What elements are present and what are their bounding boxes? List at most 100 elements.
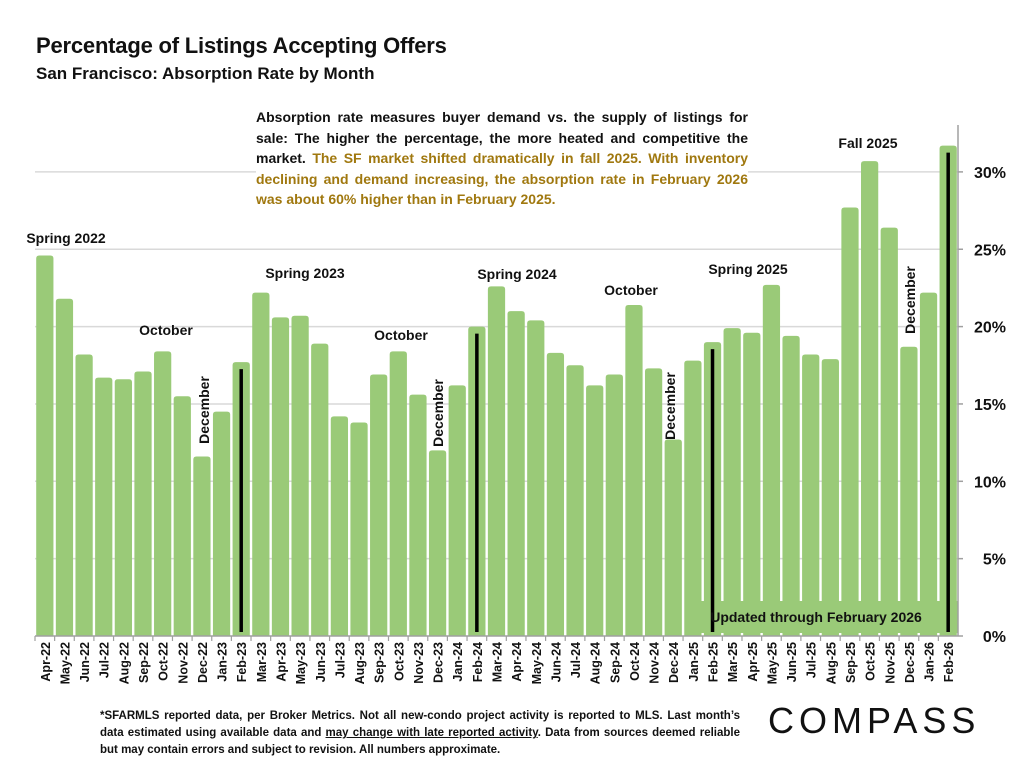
bar-Jun-23 [311, 343, 329, 636]
x-tick-label: Apr-22 [39, 642, 53, 682]
x-tick-label: Sep-25 [844, 642, 858, 683]
bar-Jun-25 [782, 335, 800, 636]
bar-Sep-24 [605, 374, 623, 636]
annotation-label: October [139, 322, 193, 338]
y-tick-label: 25% [974, 242, 1006, 259]
footnote-part2: . Data from sources deemed reliable but … [100, 727, 740, 756]
bar-Jan-26 [919, 292, 938, 636]
x-tick-label: Aug-25 [824, 642, 838, 684]
annotation-label: December [196, 376, 212, 444]
x-tick-label: Apr-23 [274, 642, 288, 682]
bar-Oct-25 [861, 161, 879, 637]
annotation-label: October [604, 282, 658, 298]
explanation-note: Absorption rate measures buyer demand vs… [256, 107, 748, 210]
x-tick-label: Sep-24 [608, 642, 622, 683]
x-tick-label: Jul-22 [98, 642, 112, 678]
bar-Dec-24 [664, 439, 682, 636]
x-tick-label: Aug-23 [353, 642, 367, 684]
bar-May-23 [291, 315, 309, 636]
x-tick-label: Jun-24 [549, 642, 563, 682]
bar-Jul-25 [802, 354, 820, 636]
x-tick-label: Aug-24 [589, 642, 603, 684]
x-tick-label: Jan-23 [216, 642, 230, 682]
updated-box [694, 601, 958, 633]
bar-Jan-24 [448, 385, 466, 636]
bar-May-22 [55, 298, 74, 636]
x-tick-label: Feb-26 [942, 642, 956, 682]
bar-May-24 [527, 320, 545, 636]
x-tick-label: Sep-22 [137, 642, 151, 683]
bar-Apr-25 [743, 332, 761, 636]
x-tick-label: Feb-25 [707, 642, 721, 682]
y-tick-label: 20% [974, 320, 1006, 337]
bar-Aug-22 [114, 379, 132, 636]
x-tick-label: Mar-23 [255, 642, 269, 682]
x-tick-label: Oct-24 [628, 642, 642, 681]
bar-Jan-25 [684, 360, 702, 636]
bar-Oct-22 [154, 351, 172, 636]
x-tick-label: Nov-23 [412, 642, 426, 684]
x-tick-label: Jun-23 [314, 642, 328, 682]
bar-Oct-23 [389, 351, 407, 636]
annotations: Spring 2022 October December Spring 2023 Oct… [26, 135, 918, 447]
bar-Apr-22 [36, 255, 54, 637]
x-tick-label: Sep-23 [373, 642, 387, 683]
annotation-label: Spring 2025 [708, 261, 788, 277]
bar-Dec-23 [428, 450, 447, 636]
annotation-label: Spring 2022 [26, 230, 106, 246]
axes: 0% 5% 10% 15% 20% 25% 30% Apr-22 May-22 Jun-22 Jul… [34, 125, 1006, 684]
footnote-underlined: may change with late reported activity [325, 727, 538, 739]
x-tick-label: Oct-23 [392, 642, 406, 681]
y-tick-label: 15% [974, 397, 1006, 414]
x-tick-label: May-25 [765, 642, 779, 684]
x-tick-label: Dec-25 [903, 642, 917, 683]
x-tick-label: Jun-25 [785, 642, 799, 682]
x-tick-label: May-22 [58, 642, 72, 684]
x-tick-label: May-24 [530, 642, 544, 684]
updated-through-label: Updated through February 2026 [710, 609, 922, 625]
annotation-label: Fall 2025 [838, 135, 897, 151]
chart-subtitle: San Francisco: Absorption Rate by Month [36, 64, 375, 83]
bars [36, 145, 957, 637]
y-tick-label: 0% [983, 629, 1006, 646]
x-tick-label: Nov-25 [883, 642, 897, 684]
bar-Apr-24 [507, 311, 525, 636]
x-tick-label: Jan-24 [451, 642, 465, 682]
x-tick-label: Oct-25 [864, 642, 878, 681]
bar-Nov-22 [173, 396, 191, 636]
x-tick-label: Nov-24 [648, 642, 662, 684]
bar-Nov-25 [880, 227, 898, 637]
x-tick-label: Dec-22 [196, 642, 210, 683]
x-tick-label: Jul-23 [333, 642, 347, 678]
february-markers: Updated through February 2026 [239, 152, 958, 633]
bar-Mar-23 [252, 292, 270, 636]
bar-Aug-25 [821, 359, 839, 636]
x-tick-label: Oct-22 [157, 642, 171, 681]
x-tick-label: Jan-25 [687, 642, 701, 682]
bar-May-25 [762, 284, 781, 636]
annotation-label: December [430, 379, 446, 447]
x-tick-label: Jul-24 [569, 642, 583, 678]
y-tick-label: 30% [974, 165, 1006, 182]
bar-Oct-24 [625, 304, 643, 636]
bar-Mar-25 [723, 328, 741, 636]
bar-Sep-23 [370, 374, 388, 636]
bar-Dec-22 [193, 456, 211, 636]
bar-Aug-24 [586, 385, 604, 636]
bar-Dec-25 [900, 346, 918, 636]
x-tick-label: May-23 [294, 642, 308, 684]
x-tick-label: Jul-25 [805, 642, 819, 678]
bar-Jan-23 [212, 411, 231, 636]
y-tick-label: 5% [983, 552, 1006, 569]
annotation-label: December [902, 266, 918, 334]
bar-Nov-24 [644, 368, 663, 636]
bar-Jul-22 [95, 377, 113, 636]
x-tick-label: Dec-23 [432, 642, 446, 683]
bar-Sep-25 [841, 207, 859, 636]
bar-Sep-22 [134, 371, 152, 636]
footnote-part1: *SFARMLS reported data, per Broker Metri… [100, 710, 740, 739]
chart-title: Percentage of Listings Accepting Offers [36, 33, 447, 58]
compass-logo: COMPASS [768, 700, 981, 741]
source-footnote: *SFARMLS reported data, per Broker Metri… [100, 708, 740, 759]
